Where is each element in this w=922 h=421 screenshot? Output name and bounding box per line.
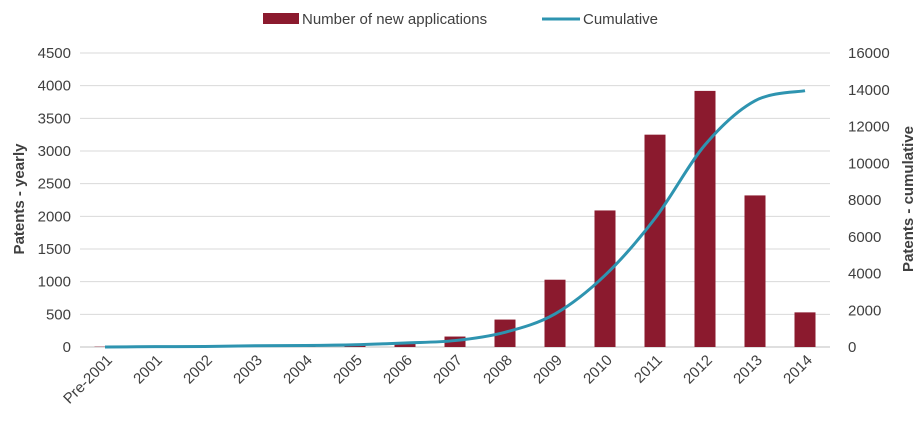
x-tick: 2006 — [380, 352, 416, 388]
y-tick-left: 1500 — [38, 241, 71, 258]
y-tick-left: 3000 — [38, 143, 71, 160]
x-tick: 2004 — [280, 352, 316, 388]
y-tick-right: 6000 — [848, 229, 881, 246]
y-tick-left: 0 — [63, 339, 71, 356]
legend-swatch-applications — [263, 13, 299, 24]
x-tick: 2009 — [530, 352, 566, 388]
x-tick: 2013 — [730, 352, 766, 388]
y-tick-right: 4000 — [848, 266, 881, 283]
legend-label-cumulative: Cumulative — [583, 11, 658, 28]
x-tick: 2011 — [631, 352, 666, 387]
y-axis-title-left: Patents - yearly — [11, 143, 28, 255]
bar — [794, 312, 816, 347]
y-tick-left: 1000 — [38, 274, 71, 291]
x-tick: 2001 — [130, 352, 166, 388]
bar — [394, 343, 416, 347]
legend: Number of new applications Cumulative — [263, 11, 658, 28]
x-tick: 2003 — [230, 352, 266, 388]
y-tick-left: 3500 — [38, 110, 71, 127]
legend-label-applications: Number of new applications — [302, 11, 487, 28]
y-axis-title-right: Patents - cumulative — [900, 126, 917, 272]
x-tick: 2014 — [780, 352, 816, 388]
y-tick-left: 500 — [46, 306, 71, 323]
x-tick: 2010 — [580, 352, 616, 388]
x-tick: Pre-2001 — [60, 352, 116, 408]
y-tick-left: 2500 — [38, 176, 71, 193]
y-tick-right: 8000 — [848, 192, 881, 209]
gridlines — [80, 52, 830, 348]
y-tick-left: 4000 — [38, 78, 71, 95]
y-tick-right: 2000 — [848, 302, 881, 319]
bar-series — [94, 90, 816, 347]
bar — [694, 90, 716, 347]
y-tick-left: 4500 — [38, 45, 71, 62]
y-tick-left: 2000 — [38, 208, 71, 225]
bar — [644, 134, 666, 347]
line-series — [104, 89, 806, 349]
y-tick-right: 14000 — [848, 82, 890, 99]
y-tick-right: 12000 — [848, 119, 890, 136]
x-tick: 2007 — [430, 352, 466, 388]
cumulative-line — [104, 89, 806, 349]
y-tick-right: 0 — [848, 339, 856, 356]
bar — [744, 195, 766, 347]
bar — [594, 210, 616, 347]
x-axis: Pre-2001 2001 2002 2003 2004 2005 2006 2007 2008… — [60, 352, 816, 408]
y-tick-right: 10000 — [848, 155, 890, 172]
x-tick: 2005 — [330, 352, 366, 388]
x-tick: 2012 — [680, 352, 716, 388]
y-tick-right: 16000 — [848, 45, 890, 62]
x-tick: 2008 — [480, 352, 516, 388]
y-axis-left: 0 500 1000 1500 2000 2500 3000 3500 4000 4500 — [38, 45, 71, 356]
x-tick: 2002 — [180, 352, 216, 388]
y-axis-right: 0 2000 4000 6000 8000 10000 12000 14000 16000 — [848, 45, 890, 356]
